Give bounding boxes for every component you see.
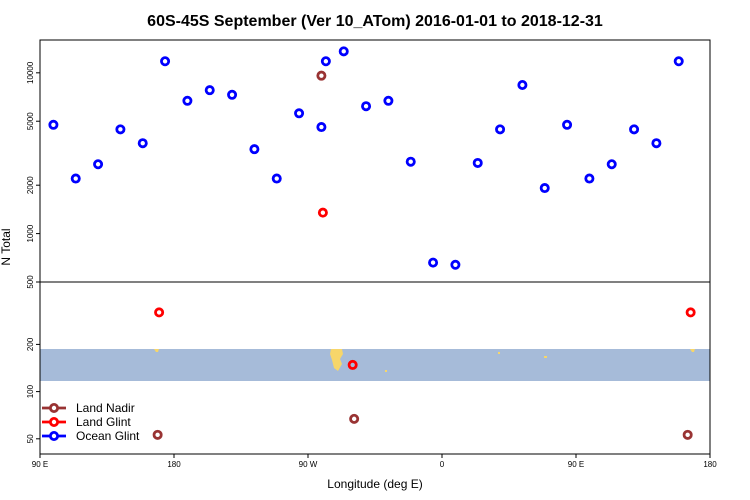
land-patch-west xyxy=(154,349,159,352)
legend-marker-land-nadir xyxy=(49,402,60,413)
y-tick-label: 50 xyxy=(26,434,35,443)
ocean-glint-point xyxy=(115,124,126,135)
ocean-glint-point xyxy=(517,79,528,90)
x-axis-label: Longitude (deg E) xyxy=(327,477,422,491)
ocean-glint-point xyxy=(48,119,59,130)
x-tick-label: 90 E xyxy=(32,460,48,469)
land-glint-point xyxy=(154,307,165,318)
y-tick-label: 2000 xyxy=(26,176,35,194)
data-points xyxy=(48,46,696,440)
land-glint-point xyxy=(347,359,358,370)
y-tick-label: 10000 xyxy=(26,61,35,84)
legend-marker-ocean-glint xyxy=(49,430,60,441)
legend-marker-land-glint xyxy=(49,416,60,427)
ocean-glint-point xyxy=(204,85,215,96)
map-background xyxy=(40,349,710,381)
ocean-glint-point xyxy=(450,259,461,270)
ocean-glint-point xyxy=(316,122,327,133)
x-tick-label: 180 xyxy=(167,460,181,469)
ocean-glint-point xyxy=(137,138,148,149)
land-masses xyxy=(154,349,695,372)
y-tick-label: 200 xyxy=(26,337,35,351)
legend-label-land-nadir: Land Nadir xyxy=(76,401,135,415)
ocean-glint-point xyxy=(428,257,439,268)
ocean-glint-point xyxy=(673,56,684,67)
land-nadir-point xyxy=(349,413,360,424)
x-tick-label: 90 E xyxy=(568,460,584,469)
y-tick-label: 100 xyxy=(26,384,35,398)
ocean-glint-point xyxy=(405,156,416,167)
ocean-band xyxy=(40,349,710,381)
south-america-tip xyxy=(330,349,343,371)
island-2 xyxy=(498,352,500,354)
legend-label-land-glint: Land Glint xyxy=(76,415,131,429)
ocean-glint-point xyxy=(651,138,662,149)
ocean-glint-point xyxy=(584,173,595,184)
ocean-glint-point xyxy=(539,183,550,194)
land-nadir-point xyxy=(316,70,327,81)
x-tick-label: 180 xyxy=(703,460,717,469)
ocean-glint-point xyxy=(271,173,282,184)
island-1 xyxy=(385,370,387,372)
x-tick-label: 0 xyxy=(440,460,445,469)
ocean-glint-point xyxy=(70,173,81,184)
x-axis: 90 E 180 90 W 0 90 E 180 xyxy=(32,454,717,469)
plot-frame xyxy=(39,39,711,455)
ocean-glint-point xyxy=(294,108,305,119)
ocean-glint-point xyxy=(472,157,483,168)
land-glint-point xyxy=(685,307,696,318)
y-axes: 500 1000 2000 5000 10000 50 100 200 xyxy=(26,61,40,443)
x-tick-label: 90 W xyxy=(299,460,318,469)
ocean-glint-point xyxy=(383,95,394,106)
land-patch-east xyxy=(690,349,695,352)
island-3 xyxy=(544,356,547,358)
y-axis-label: N Total xyxy=(0,228,13,265)
ocean-glint-point xyxy=(562,119,573,130)
ocean-glint-point xyxy=(93,159,104,170)
land-glint-point xyxy=(317,207,328,218)
land-nadir-point xyxy=(152,429,163,440)
ocean-glint-point xyxy=(606,159,617,170)
y-tick-label: 5000 xyxy=(26,112,35,130)
y-tick-label: 500 xyxy=(26,275,35,289)
ocean-glint-point xyxy=(361,101,372,112)
chart-title: 60S-45S September (Ver 10_ATom) 2016-01-… xyxy=(147,13,603,30)
y-tick-label: 1000 xyxy=(26,224,35,242)
ocean-glint-point xyxy=(249,144,260,155)
ocean-glint-point xyxy=(227,89,238,100)
legend-label-ocean-glint: Ocean Glint xyxy=(76,429,140,443)
land-nadir-point xyxy=(682,429,693,440)
ocean-glint-point xyxy=(160,56,171,67)
ocean-glint-point xyxy=(495,124,506,135)
ocean-glint-point xyxy=(629,124,640,135)
ocean-glint-point xyxy=(320,56,331,67)
ocean-glint-point xyxy=(182,95,193,106)
ocean-glint-point xyxy=(338,46,349,57)
